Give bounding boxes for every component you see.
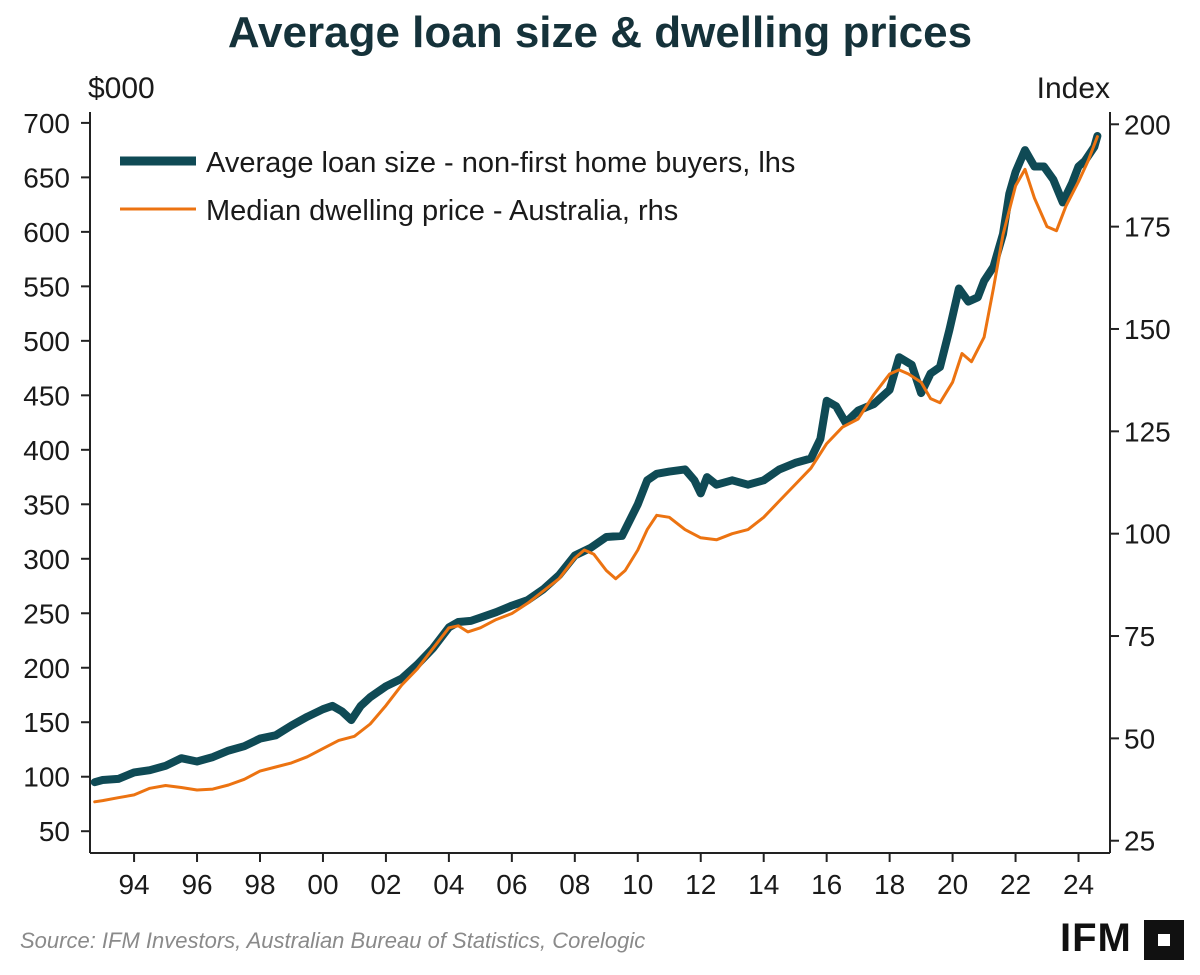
source-note: Source: IFM Investors, Australian Bureau… bbox=[20, 928, 646, 953]
left-axis-tick-label: 50 bbox=[39, 816, 70, 847]
x-axis-tick-label: 94 bbox=[118, 869, 149, 900]
x-axis-tick-label: 20 bbox=[937, 869, 968, 900]
left-axis-tick-label: 600 bbox=[23, 217, 70, 248]
left-axis-tick-label: 450 bbox=[23, 380, 70, 411]
left-axis-tick-label: 550 bbox=[23, 271, 70, 302]
x-axis-tick-label: 08 bbox=[559, 869, 590, 900]
right-axis-tick-label: 150 bbox=[1124, 314, 1171, 345]
x-axis-tick-label: 04 bbox=[433, 869, 464, 900]
legend: Average loan size - non-first home buyer… bbox=[120, 147, 795, 227]
left-axis-tick-label: 200 bbox=[23, 653, 70, 684]
x-axis-tick-label: 18 bbox=[874, 869, 905, 900]
x-axis-tick-label: 98 bbox=[244, 869, 275, 900]
chart-title: Average loan size & dwelling prices bbox=[227, 8, 973, 57]
x-axis-tick-label: 12 bbox=[685, 869, 716, 900]
left-axis-tick-label: 300 bbox=[23, 544, 70, 575]
x-axis-tick-label: 24 bbox=[1063, 869, 1094, 900]
x-axis-tick-label: 02 bbox=[370, 869, 401, 900]
left-axis-tick-label: 150 bbox=[23, 707, 70, 738]
right-axis-tick-label: 100 bbox=[1124, 519, 1171, 550]
x-axis-tick-label: 16 bbox=[811, 869, 842, 900]
right-axis-tick-label: 125 bbox=[1124, 416, 1171, 447]
series-line-loan-size bbox=[90, 132, 1102, 787]
left-axis-tick-label: 700 bbox=[23, 108, 70, 139]
right-axis-tick-label: 200 bbox=[1124, 109, 1171, 140]
left-axis-unit: $000 bbox=[88, 72, 155, 105]
ifm-logo-mark-icon bbox=[1144, 920, 1184, 960]
logo-text: IFM bbox=[1060, 916, 1132, 960]
x-axis-tick-label: 96 bbox=[181, 869, 212, 900]
left-axis-tick-label: 350 bbox=[23, 489, 70, 520]
series-line-dwelling-price bbox=[93, 135, 1099, 804]
right-axis-unit: Index bbox=[1037, 72, 1110, 105]
right-axis-tick-label: 25 bbox=[1124, 826, 1155, 857]
left-axis-tick-label: 400 bbox=[23, 435, 70, 466]
x-axis-tick-label: 14 bbox=[748, 869, 779, 900]
legend-label-dwelling-price: Median dwelling price - Australia, rhs bbox=[206, 195, 678, 227]
right-axis-tick-label: 50 bbox=[1124, 723, 1155, 754]
left-axis-tick-label: 650 bbox=[23, 162, 70, 193]
left-axis-tick-label: 250 bbox=[23, 598, 70, 629]
x-axis-tick-label: 06 bbox=[496, 869, 527, 900]
x-axis-tick-label: 00 bbox=[307, 869, 338, 900]
x-axis-tick-label: 10 bbox=[622, 869, 653, 900]
ifm-logo: IFM bbox=[1060, 912, 1190, 968]
x-axis-tick-label: 22 bbox=[1000, 869, 1031, 900]
legend-label-loan-size: Average loan size - non-first home buyer… bbox=[206, 147, 795, 179]
right-axis-tick-label: 175 bbox=[1124, 212, 1171, 243]
right-axis-tick-label: 75 bbox=[1124, 621, 1155, 652]
left-axis-tick-label: 100 bbox=[23, 762, 70, 793]
left-axis-tick-label: 500 bbox=[23, 326, 70, 357]
